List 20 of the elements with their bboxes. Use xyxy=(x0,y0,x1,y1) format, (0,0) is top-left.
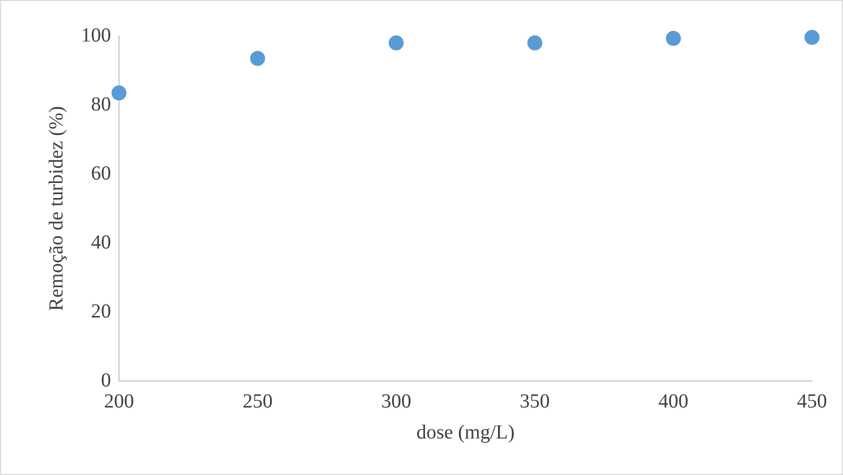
point xyxy=(112,85,126,100)
point xyxy=(804,30,820,45)
y-tick-label: 80 xyxy=(91,93,111,116)
x-tick-label: 350 xyxy=(520,390,550,412)
y-tick-label: 60 xyxy=(91,162,111,184)
x-tick-label: 300 xyxy=(381,390,412,412)
y-tick-label: 40 xyxy=(91,231,111,254)
y-tick-label: 20 xyxy=(91,300,111,322)
x-tick-label: 200 xyxy=(104,390,134,412)
point xyxy=(388,35,404,50)
point xyxy=(527,35,542,50)
x-tick-label: 250 xyxy=(242,390,273,412)
x-tick-label: 400 xyxy=(658,390,688,412)
y-tick-label: 100 xyxy=(81,24,111,46)
point xyxy=(666,30,681,46)
x-axis-title: dose (mg/L) xyxy=(416,421,515,444)
y-axis-title: Remoção de turbidez (%) xyxy=(45,106,68,311)
point xyxy=(250,50,266,66)
y-tick-label: 0 xyxy=(101,369,111,392)
x-tick-label: 450 xyxy=(797,390,827,412)
